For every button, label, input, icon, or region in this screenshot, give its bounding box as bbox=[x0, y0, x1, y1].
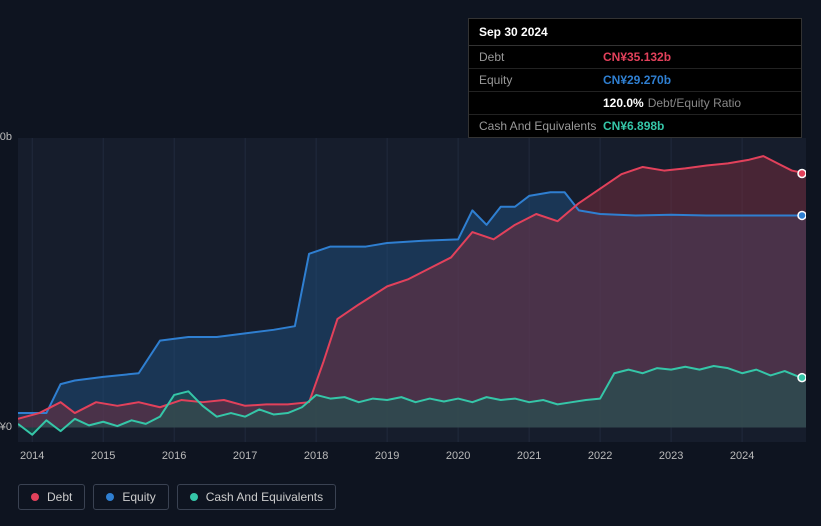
tooltip-row: DebtCN¥35.132b bbox=[469, 46, 801, 69]
tooltip-row-value: CN¥29.270b bbox=[603, 73, 671, 87]
tooltip-row-label: Equity bbox=[479, 73, 603, 87]
tooltip-row-label: Debt bbox=[479, 50, 603, 64]
legend-dot-icon bbox=[190, 493, 198, 501]
tooltip-row: 120.0%Debt/Equity Ratio bbox=[469, 92, 801, 115]
tooltip-row-label bbox=[479, 96, 603, 110]
legend-label: Debt bbox=[47, 490, 72, 504]
tooltip-row-extra: Debt/Equity Ratio bbox=[648, 96, 741, 110]
x-axis-label: 2018 bbox=[304, 450, 328, 462]
chart-plot[interactable] bbox=[18, 138, 806, 442]
x-axis-label: 2015 bbox=[91, 450, 115, 462]
tooltip-row-value: CN¥6.898b bbox=[603, 119, 664, 133]
x-axis-label: 2021 bbox=[517, 450, 541, 462]
chart-area: CN¥40bCN¥0 20142015201620172018201920202… bbox=[18, 128, 806, 464]
y-axis-label: CN¥40b bbox=[0, 131, 12, 143]
x-axis-label: 2014 bbox=[20, 450, 44, 462]
legend-dot-icon bbox=[106, 493, 114, 501]
x-axis-label: 2016 bbox=[162, 450, 186, 462]
y-axis-label: CN¥0 bbox=[0, 421, 12, 433]
chart-legend: Debt Equity Cash And Equivalents bbox=[18, 484, 336, 510]
x-axis-label: 2017 bbox=[233, 450, 257, 462]
legend-item[interactable]: Cash And Equivalents bbox=[177, 484, 336, 510]
tooltip-date: Sep 30 2024 bbox=[469, 19, 801, 46]
legend-label: Cash And Equivalents bbox=[206, 490, 323, 504]
x-axis-label: 2024 bbox=[730, 450, 754, 462]
x-axis-label: 2019 bbox=[375, 450, 399, 462]
x-axis-label: 2020 bbox=[446, 450, 470, 462]
legend-item[interactable]: Equity bbox=[93, 484, 168, 510]
chart-end-marker bbox=[798, 169, 806, 177]
x-axis-label: 2023 bbox=[659, 450, 683, 462]
tooltip-row: Cash And EquivalentsCN¥6.898b bbox=[469, 115, 801, 137]
x-axis-label: 2022 bbox=[588, 450, 612, 462]
tooltip-row: EquityCN¥29.270b bbox=[469, 69, 801, 92]
chart-end-marker bbox=[798, 211, 806, 219]
chart-tooltip: Sep 30 2024 DebtCN¥35.132bEquityCN¥29.27… bbox=[468, 18, 802, 138]
legend-label: Equity bbox=[122, 490, 155, 504]
chart-end-marker bbox=[798, 374, 806, 382]
tooltip-row-label: Cash And Equivalents bbox=[479, 119, 603, 133]
tooltip-row-value: CN¥35.132b bbox=[603, 50, 671, 64]
legend-item[interactable]: Debt bbox=[18, 484, 85, 510]
tooltip-row-value: 120.0%Debt/Equity Ratio bbox=[603, 96, 741, 110]
legend-dot-icon bbox=[31, 493, 39, 501]
